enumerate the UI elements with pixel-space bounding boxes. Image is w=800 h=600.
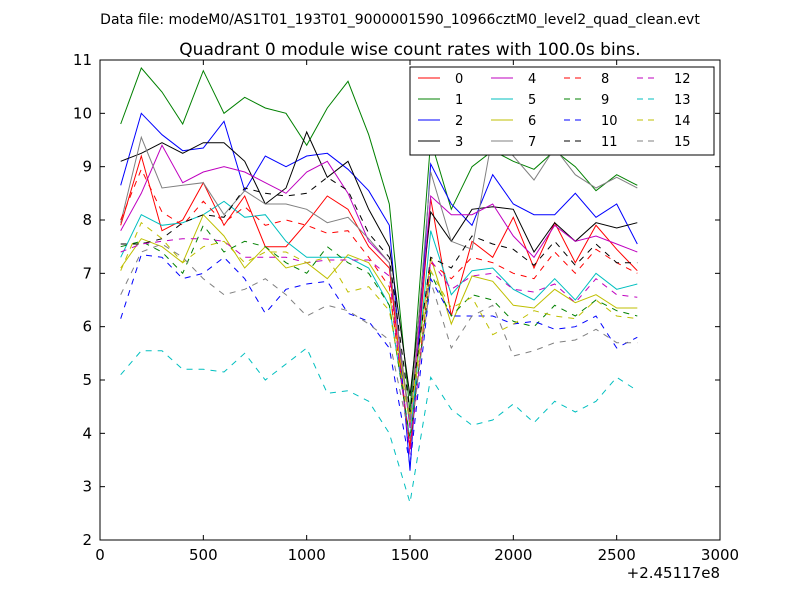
series-14-line [120, 221, 638, 423]
legend-label-6: 6 [528, 114, 536, 129]
chart-title: Quadrant 0 module wise count rates with … [179, 40, 640, 60]
file-title: Data file: modeM0/AS1T01_193T01_90000015… [100, 12, 700, 28]
legend-label-9: 9 [601, 93, 609, 108]
series-9-line [120, 224, 638, 439]
x-tick-label: 1000 [288, 546, 326, 564]
y-tick-label: 11 [73, 51, 92, 69]
series-11-line [120, 176, 638, 413]
y-tick-label: 4 [82, 424, 92, 442]
x-offset-label: +2.45117e8 [627, 564, 720, 582]
series-3-line [120, 130, 638, 397]
series-layer [120, 67, 638, 503]
x-tick-label: 0 [95, 546, 105, 564]
y-tick-label: 6 [82, 318, 92, 336]
series-15-line [120, 243, 638, 439]
legend-label-15: 15 [674, 135, 691, 150]
legend-box [409, 66, 715, 156]
y-tick-label: 7 [82, 264, 92, 282]
series-0-line [120, 154, 638, 450]
series-5-line [120, 200, 638, 439]
x-tick-label: 2000 [494, 546, 532, 564]
series-4-line [120, 144, 638, 429]
legend-label-1: 1 [455, 93, 463, 108]
legend-label-7: 7 [528, 135, 536, 150]
legend-label-10: 10 [601, 114, 618, 129]
x-tick-label: 2500 [598, 546, 636, 564]
legend-label-4: 4 [528, 72, 536, 87]
series-12-line [120, 238, 638, 455]
legend-label-11: 11 [601, 135, 618, 150]
y-tick-label: 8 [82, 211, 92, 229]
legend-label-8: 8 [601, 72, 609, 87]
series-2-line [120, 112, 638, 471]
x-tick-label: 500 [189, 546, 218, 564]
series-13-line [120, 347, 638, 503]
legend-label-2: 2 [455, 114, 463, 129]
legend-label-5: 5 [528, 93, 536, 108]
series-8-line [120, 168, 638, 447]
y-tick-label: 5 [82, 371, 92, 389]
legend-label-3: 3 [455, 135, 463, 150]
series-10-line [120, 254, 638, 466]
x-tick-label: 3000 [701, 546, 739, 564]
y-tick-label: 3 [82, 478, 92, 496]
x-tick-label: 1500 [391, 546, 429, 564]
legend-label-12: 12 [674, 72, 691, 87]
legend-label-13: 13 [674, 93, 691, 108]
legend-label-0: 0 [455, 72, 463, 87]
series-6-line [120, 213, 638, 418]
y-tick-label: 10 [73, 104, 92, 122]
y-tick-label: 9 [82, 158, 92, 176]
legend-label-14: 14 [674, 114, 691, 129]
y-tick-label: 2 [82, 531, 92, 549]
